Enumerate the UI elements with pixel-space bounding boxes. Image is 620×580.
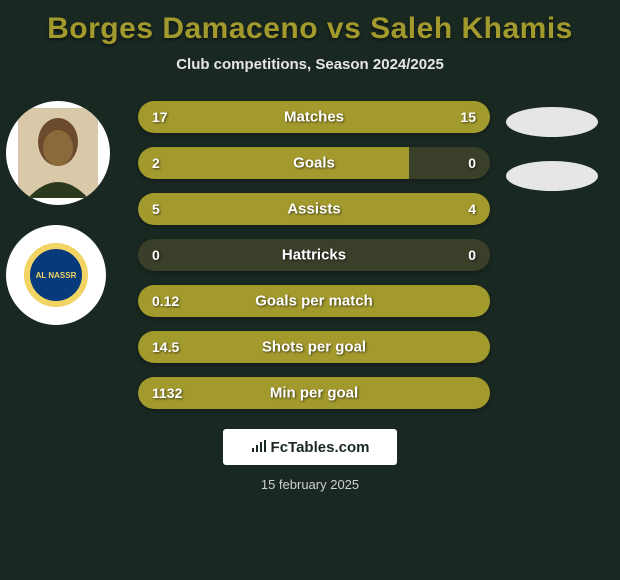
left-player-column: AL NASSR [6, 101, 110, 325]
stat-bar: 14.5 Shots per goal [138, 331, 490, 363]
right-player-column [506, 107, 598, 191]
stat-bar: 5 4 Assists [138, 193, 490, 225]
bar-left-value: 14.5 [152, 339, 179, 355]
brand-text: FcTables.com [271, 439, 370, 456]
page-subtitle: Club competitions, Season 2024/2025 [0, 56, 620, 73]
brand-logo: FcTables.com [223, 429, 397, 465]
bar-right-value: 15 [460, 109, 476, 125]
left-player-club-badge: AL NASSR [6, 225, 106, 325]
bar-right-value: 0 [468, 155, 476, 171]
bar-left-value: 17 [152, 109, 168, 125]
club-badge-icon: AL NASSR [24, 243, 88, 307]
stat-bar: 1132 Min per goal [138, 377, 490, 409]
bar-label: Goals [293, 155, 335, 172]
stat-bar: 0.12 Goals per match [138, 285, 490, 317]
bar-fill-left [138, 147, 409, 179]
stat-bars: 17 15 Matches 2 0 Goals 5 4 Assists 0 0 Hattricks 0.… [138, 101, 490, 409]
bar-left-value: 5 [152, 201, 160, 217]
bar-label: Min per goal [270, 385, 358, 402]
bar-label: Assists [287, 201, 340, 218]
bar-left-value: 0 [152, 247, 160, 263]
chart-icon [251, 439, 267, 456]
page-title: Borges Damaceno vs Saleh Khamis [0, 0, 620, 46]
right-player-avatar-placeholder [506, 107, 598, 137]
bar-left-value: 0.12 [152, 293, 179, 309]
footer-date: 15 february 2025 [0, 477, 620, 492]
bar-right-value: 0 [468, 247, 476, 263]
left-player-avatar [6, 101, 110, 205]
bar-right-value: 4 [468, 201, 476, 217]
bar-left-value: 1132 [152, 385, 182, 401]
stat-bar: 2 0 Goals [138, 147, 490, 179]
bar-label: Hattricks [282, 247, 346, 264]
bar-fill-right [332, 193, 490, 225]
bar-left-value: 2 [152, 155, 160, 171]
stat-bar: 17 15 Matches [138, 101, 490, 133]
comparison-content: AL NASSR 17 15 Matches 2 0 Goals 5 4 Assists 0 0 Ha… [0, 101, 620, 409]
bar-label: Goals per match [255, 293, 373, 310]
bar-label: Matches [284, 109, 344, 126]
club-badge-label: AL NASSR [36, 271, 77, 280]
person-icon [18, 108, 98, 198]
stat-bar: 0 0 Hattricks [138, 239, 490, 271]
bar-label: Shots per goal [262, 339, 366, 356]
right-player-club-placeholder [506, 161, 598, 191]
